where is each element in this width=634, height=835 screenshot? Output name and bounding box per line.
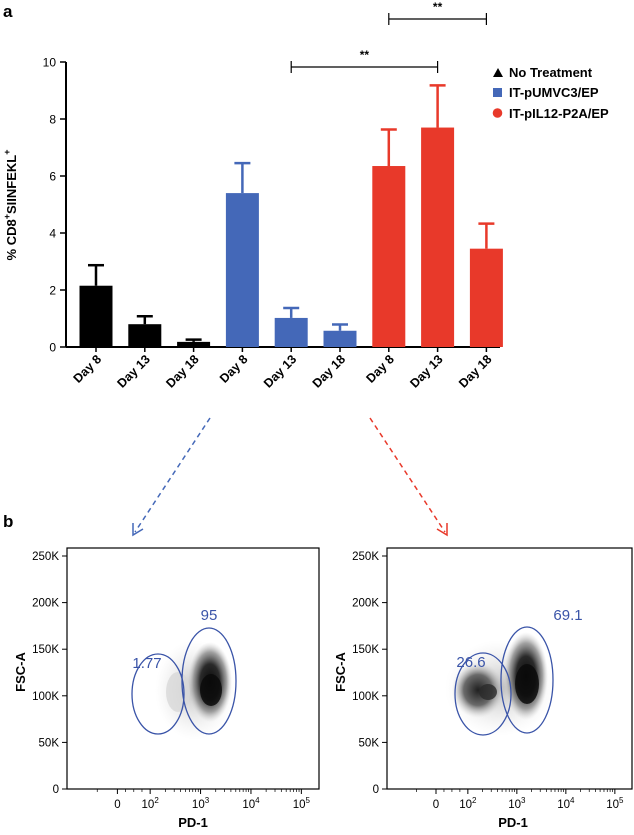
x-tick-label: 104 bbox=[557, 796, 575, 811]
y-tick-label: 50K bbox=[359, 737, 380, 749]
gate-pd1-positive bbox=[500, 626, 554, 734]
category-label: Day 8 bbox=[363, 352, 397, 386]
gate-pd1-negative bbox=[131, 653, 185, 735]
y-axis-title: FSC-A bbox=[13, 652, 28, 692]
category-label: Day 18 bbox=[163, 352, 201, 390]
axis-ticks: 0 50K 100K 150K 200K 250K 0 102 103 104 105 bbox=[352, 551, 624, 811]
x-axis-title: PD-1 bbox=[178, 815, 208, 830]
bar bbox=[421, 127, 455, 347]
y-tick-label: 100K bbox=[352, 691, 379, 703]
gate-value-positive: 69.1 bbox=[553, 607, 582, 624]
arrowhead-left bbox=[132, 523, 144, 537]
legend-label-pil12: IT-pIL12-P2A/EP bbox=[509, 106, 609, 121]
x-tick-label: 105 bbox=[293, 796, 311, 811]
y-tick-label: 50K bbox=[39, 737, 60, 749]
x-tick-label: 103 bbox=[508, 796, 526, 811]
flow-plot-left: 1.77 95 0 50K 100K 150K 200K 250K 0 102 103 104 10… bbox=[13, 547, 320, 830]
legend: No Treatment IT-pUMVC3/EP IT-pIL12-P2A/E… bbox=[492, 65, 609, 121]
bar bbox=[469, 248, 503, 347]
gate-pd1-positive bbox=[181, 627, 237, 735]
x-tick-label: 0 bbox=[114, 799, 120, 811]
bar bbox=[79, 285, 113, 347]
category-label: Day 18 bbox=[456, 352, 494, 390]
category-labels: Day 8 Day 13 Day 18 Day 8 Day 13 Day 18 Day 8 D… bbox=[71, 347, 495, 391]
significance-label: ** bbox=[433, 0, 443, 14]
density-cloud bbox=[155, 640, 235, 740]
bar bbox=[274, 317, 308, 347]
x-tick-label: 102 bbox=[459, 796, 477, 811]
x-tick-label: 102 bbox=[142, 796, 160, 811]
x-axis-title: PD-1 bbox=[498, 815, 528, 830]
significance-brackets: ** ** bbox=[290, 0, 487, 73]
y-axis-title: FSC-A bbox=[333, 652, 348, 692]
flow-plot-right: 26.6 69.1 0 50K 100K 150K 200K 250K 0 102 103 104… bbox=[333, 547, 633, 830]
category-label: Day 13 bbox=[261, 352, 299, 390]
bars bbox=[79, 84, 503, 347]
y-tick-label: 6 bbox=[49, 170, 56, 184]
y-axis-title: % CD8+SIINFEKL+ bbox=[2, 150, 19, 261]
y-tick-label: 10 bbox=[43, 56, 57, 70]
legend-square-marker bbox=[493, 88, 502, 97]
gate-value-positive: 95 bbox=[201, 607, 218, 624]
legend-circle-marker bbox=[492, 108, 503, 118]
y-tick-label: 200K bbox=[32, 598, 59, 610]
significance-label: ** bbox=[360, 48, 370, 62]
x-tick-label: 105 bbox=[606, 796, 624, 811]
bar bbox=[177, 341, 211, 347]
y-tick-label: 8 bbox=[49, 113, 56, 127]
x-tick-label: 104 bbox=[242, 796, 260, 811]
arrow-to-left-flow bbox=[134, 417, 211, 533]
x-tick-label: 0 bbox=[433, 799, 439, 811]
panel-label-b: b bbox=[3, 512, 13, 531]
y-tick-label: 250K bbox=[352, 551, 379, 563]
arrowhead-right bbox=[436, 523, 448, 537]
y-tick-label: 100K bbox=[32, 691, 59, 703]
legend-label-no-treatment: No Treatment bbox=[509, 65, 593, 80]
density-cloud bbox=[445, 632, 555, 736]
panel-label-a: a bbox=[3, 2, 13, 21]
y-tick-label: 0 bbox=[53, 784, 59, 796]
category-label: Day 8 bbox=[217, 352, 251, 386]
y-ticks: 0 2 4 6 8 10 bbox=[43, 56, 66, 355]
y-tick-label: 4 bbox=[49, 227, 56, 241]
bar bbox=[225, 193, 259, 347]
category-label: Day 18 bbox=[310, 352, 348, 390]
category-label: Day 13 bbox=[115, 352, 153, 390]
y-tick-label: 0 bbox=[49, 341, 56, 355]
axis-ticks: 0 50K 100K 150K 200K 250K 0 102 103 104 105 bbox=[32, 551, 310, 811]
y-tick-label: 2 bbox=[49, 284, 56, 298]
gate-value-negative: 1.77 bbox=[132, 655, 161, 672]
legend-label-pumvc3: IT-pUMVC3/EP bbox=[509, 85, 599, 100]
legend-triangle-marker bbox=[493, 68, 503, 77]
y-tick-label: 0 bbox=[373, 784, 379, 796]
bar bbox=[128, 324, 162, 347]
category-label: Day 13 bbox=[407, 352, 445, 390]
y-tick-label: 250K bbox=[32, 551, 59, 563]
category-label: Day 8 bbox=[71, 352, 105, 386]
gate-pd1-negative bbox=[454, 652, 512, 736]
y-tick-label: 200K bbox=[352, 598, 379, 610]
y-tick-label: 150K bbox=[32, 644, 59, 656]
gate-value-negative: 26.6 bbox=[456, 654, 485, 671]
x-tick-label: 103 bbox=[192, 796, 210, 811]
y-tick-label: 150K bbox=[352, 644, 379, 656]
bar bbox=[372, 166, 406, 347]
arrow-to-right-flow bbox=[369, 417, 446, 533]
bar bbox=[323, 330, 357, 347]
